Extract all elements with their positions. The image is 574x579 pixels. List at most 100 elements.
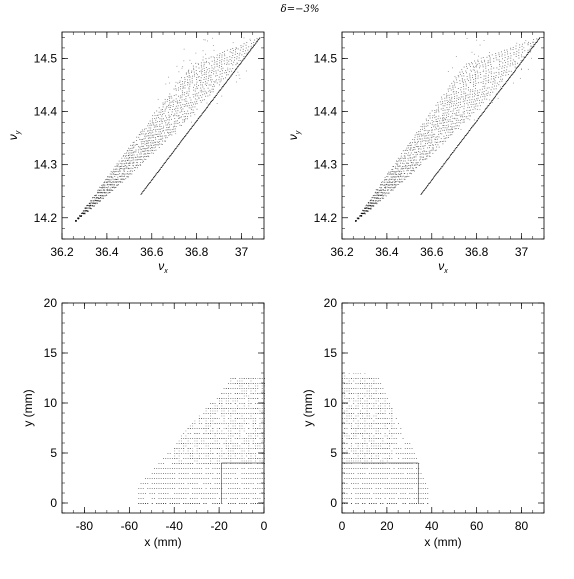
data-point bbox=[458, 99, 459, 100]
data-point bbox=[181, 77, 182, 78]
data-point bbox=[443, 110, 444, 111]
data-point bbox=[232, 64, 233, 65]
data-point bbox=[435, 175, 436, 176]
data-point bbox=[187, 116, 188, 117]
data-point bbox=[521, 69, 522, 70]
data-point bbox=[148, 123, 149, 124]
data-point bbox=[474, 99, 475, 100]
data-point bbox=[485, 83, 486, 84]
data-point bbox=[237, 381, 238, 382]
data-point bbox=[257, 413, 258, 414]
data-point bbox=[448, 91, 449, 92]
data-point bbox=[248, 423, 249, 424]
data-point bbox=[172, 503, 173, 504]
data-point bbox=[98, 190, 99, 191]
data-point bbox=[197, 461, 198, 462]
data-point bbox=[421, 503, 422, 504]
data-point bbox=[246, 418, 247, 419]
data-point bbox=[396, 168, 397, 169]
data-point bbox=[210, 403, 211, 404]
data-point bbox=[461, 75, 462, 76]
data-point bbox=[94, 205, 95, 206]
data-point bbox=[188, 428, 189, 429]
data-point bbox=[492, 54, 493, 55]
data-point bbox=[523, 60, 524, 61]
data-point bbox=[192, 82, 193, 83]
data-point bbox=[481, 61, 482, 62]
data-point bbox=[165, 458, 166, 459]
data-point bbox=[251, 448, 252, 449]
data-point bbox=[500, 76, 501, 77]
data-point bbox=[436, 137, 437, 138]
data-point bbox=[244, 441, 245, 442]
data-point bbox=[382, 483, 383, 484]
data-point bbox=[231, 71, 232, 72]
data-point bbox=[244, 431, 245, 432]
data-point bbox=[116, 187, 117, 188]
data-point bbox=[224, 411, 225, 412]
data-point bbox=[152, 483, 153, 484]
data-point bbox=[242, 458, 243, 459]
data-point bbox=[428, 135, 429, 136]
data-point bbox=[246, 448, 247, 449]
data-point bbox=[237, 406, 238, 407]
data-point bbox=[432, 124, 433, 125]
data-point bbox=[429, 147, 430, 148]
data-point bbox=[355, 498, 356, 499]
data-point bbox=[168, 133, 169, 134]
data-point bbox=[492, 87, 493, 88]
data-point bbox=[235, 498, 236, 499]
data-point bbox=[425, 488, 426, 489]
data-point bbox=[349, 478, 350, 479]
data-point bbox=[262, 418, 263, 419]
data-point bbox=[253, 503, 254, 504]
data-point bbox=[194, 493, 195, 494]
data-point bbox=[208, 446, 209, 447]
data-point bbox=[190, 426, 191, 427]
data-point bbox=[217, 75, 218, 76]
data-point bbox=[248, 46, 249, 47]
data-point bbox=[480, 74, 481, 75]
data-point bbox=[190, 458, 191, 459]
data-point bbox=[224, 443, 225, 444]
data-point bbox=[408, 147, 409, 148]
data-point bbox=[425, 498, 426, 499]
data-point bbox=[417, 139, 418, 140]
data-point bbox=[179, 468, 180, 469]
data-point bbox=[407, 468, 408, 469]
data-point bbox=[253, 433, 254, 434]
data-point bbox=[212, 438, 213, 439]
data-point bbox=[129, 162, 130, 163]
data-point bbox=[424, 138, 425, 139]
data-point bbox=[383, 190, 384, 191]
data-point bbox=[382, 493, 383, 494]
data-point bbox=[220, 71, 221, 72]
data-point bbox=[167, 458, 168, 459]
data-point bbox=[112, 179, 113, 180]
data-point bbox=[468, 94, 469, 95]
data-point bbox=[421, 478, 422, 479]
data-point bbox=[484, 40, 485, 41]
data-point bbox=[165, 493, 166, 494]
data-point bbox=[402, 181, 403, 182]
data-point bbox=[251, 383, 252, 384]
data-point bbox=[206, 438, 207, 439]
data-point bbox=[148, 156, 149, 157]
data-point bbox=[395, 168, 396, 169]
ticks bbox=[62, 32, 264, 239]
data-point bbox=[235, 468, 236, 469]
data-point bbox=[190, 478, 191, 479]
data-point bbox=[180, 142, 181, 143]
data-point bbox=[460, 120, 461, 121]
data-point bbox=[208, 423, 209, 424]
data-point bbox=[237, 498, 238, 499]
data-point bbox=[453, 81, 454, 82]
data-point bbox=[188, 441, 189, 442]
data-point bbox=[434, 115, 435, 116]
data-point bbox=[447, 109, 448, 110]
data-point bbox=[199, 421, 200, 422]
data-point bbox=[399, 174, 400, 175]
data-point bbox=[257, 446, 258, 447]
data-point bbox=[215, 498, 216, 499]
data-point bbox=[396, 493, 397, 494]
